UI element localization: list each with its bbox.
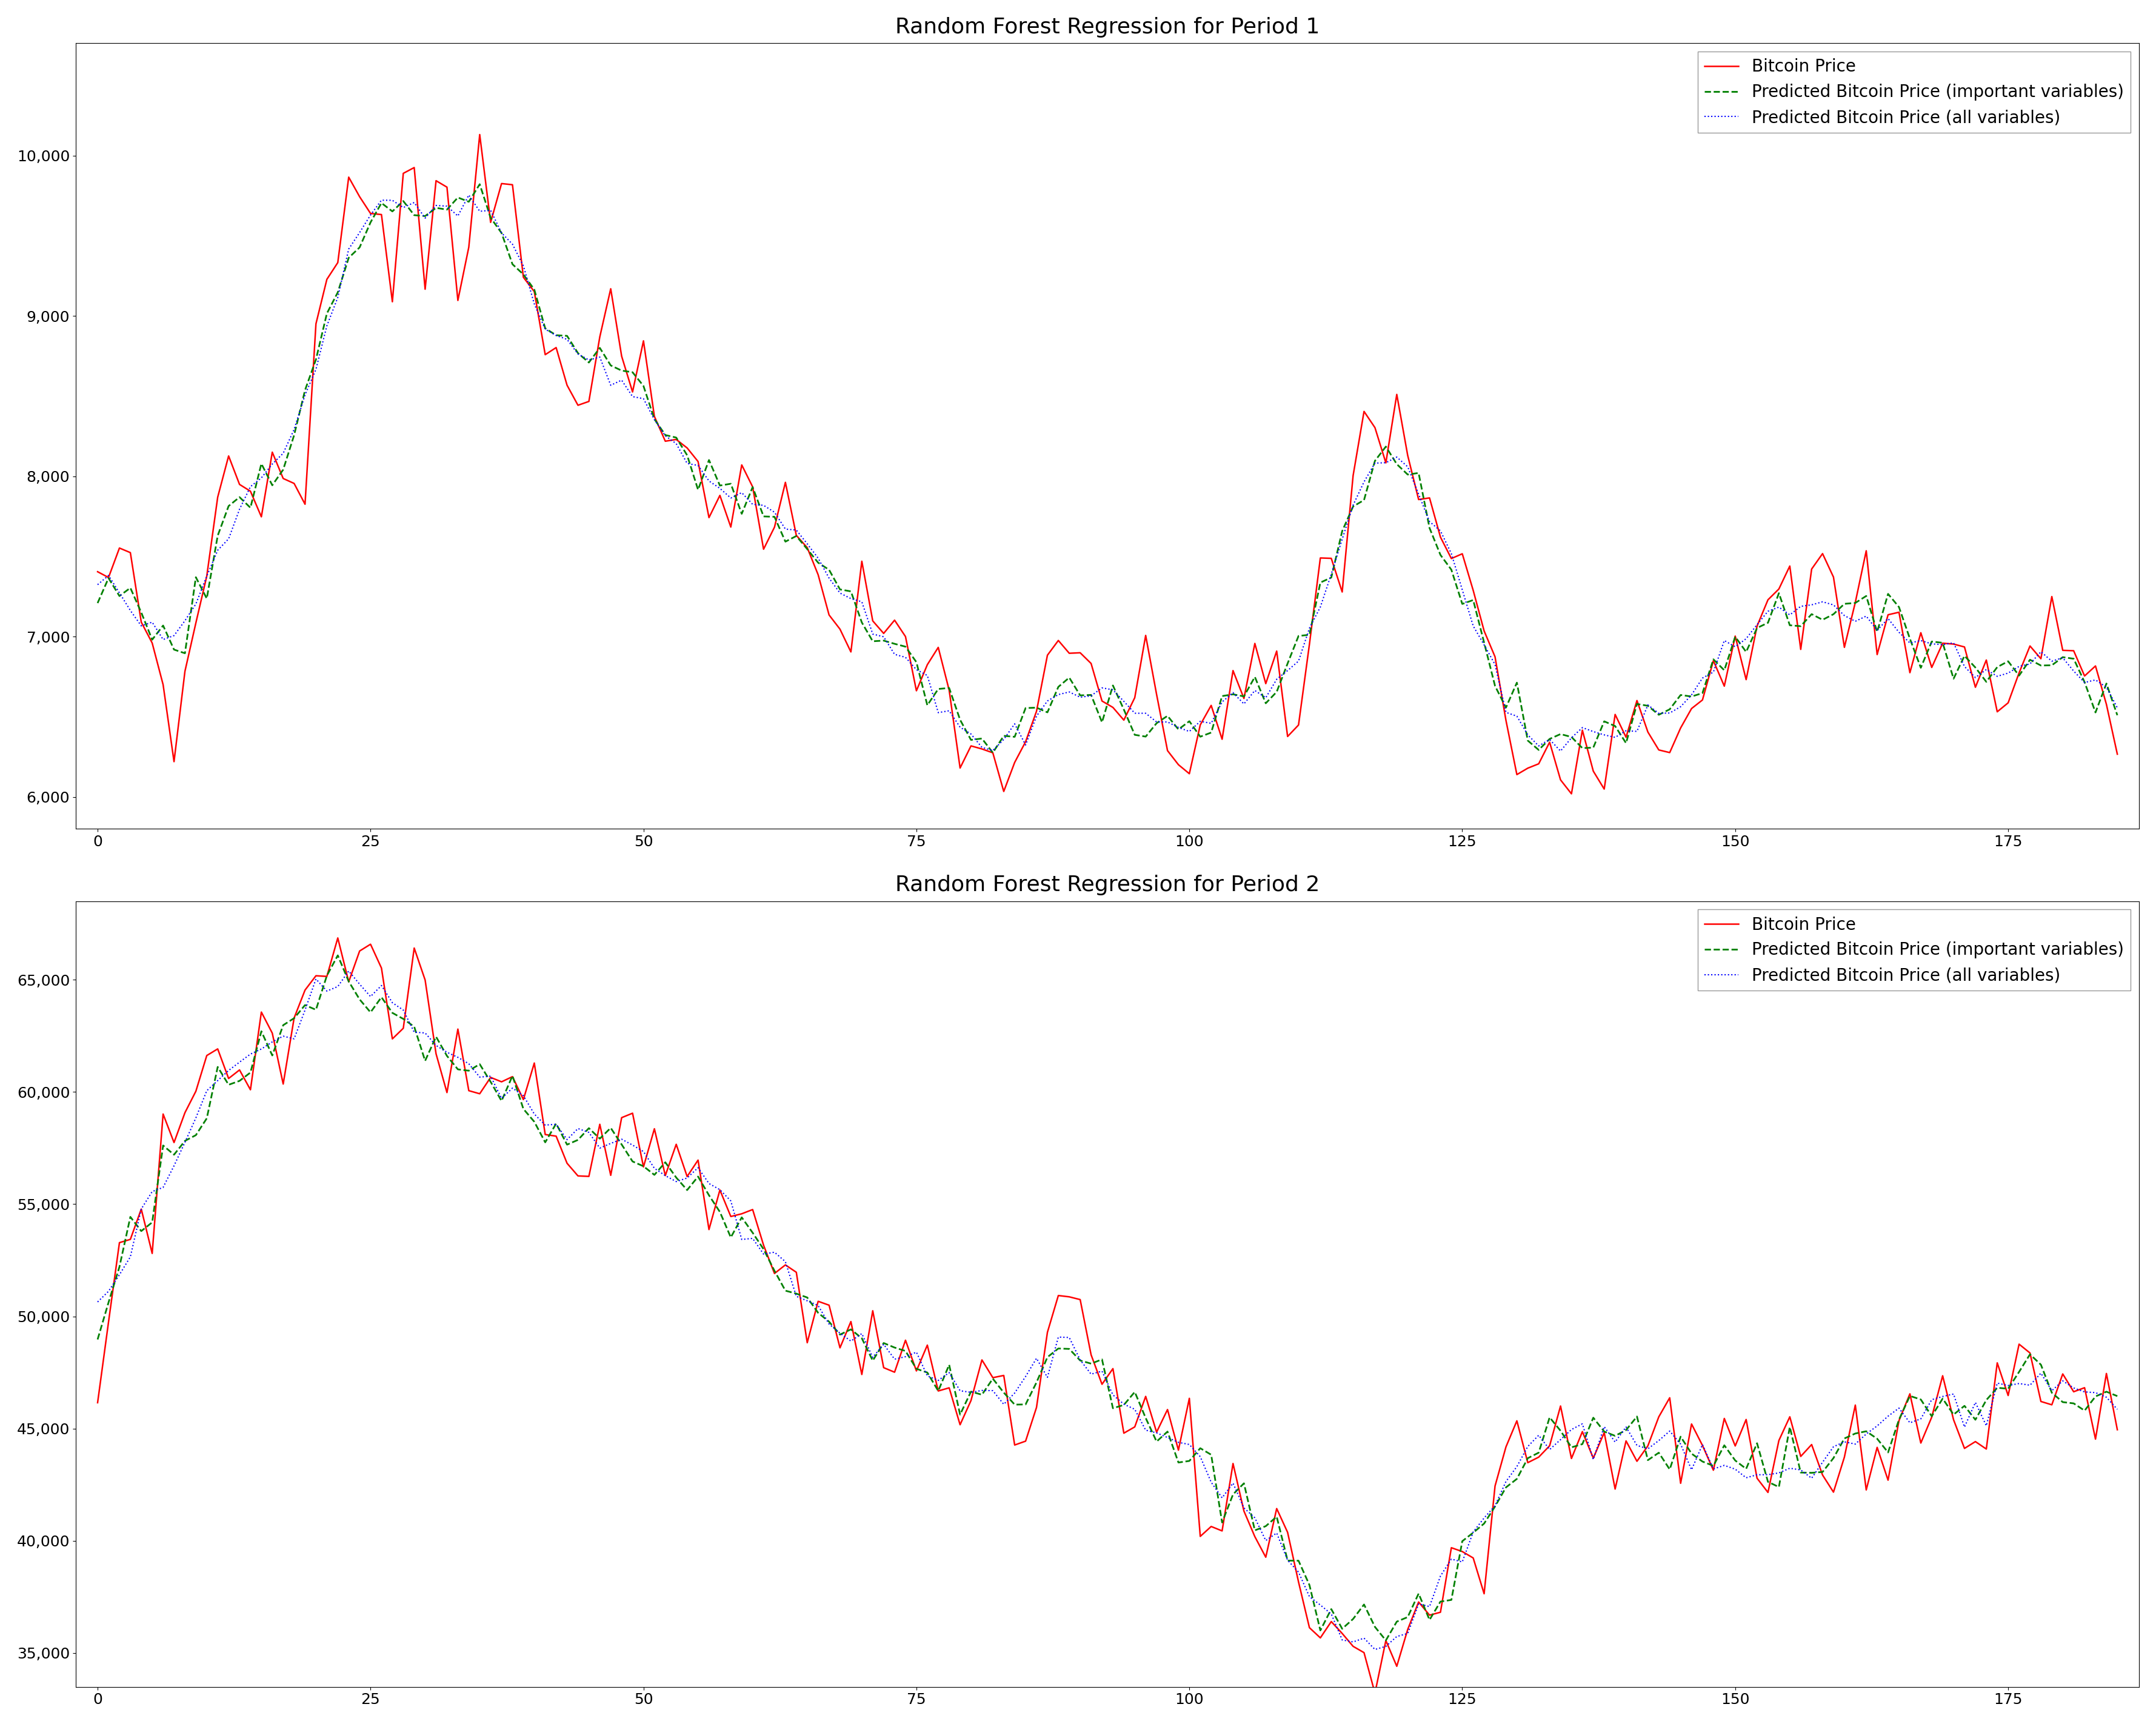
Predicted Bitcoin Price (all variables) (84, 574, 110, 595)
Line: Predicted Bitcoin Price (all variables): Predicted Bitcoin Price (all variables) (97, 195, 2117, 752)
Predicted Bitcoin Price (all variables) (1056, 681, 1082, 702)
Bitcoin Price (1352, 1643, 1378, 1664)
Predicted Bitcoin Price (important variables) (1645, 1443, 1671, 1464)
Bitcoin Price (2104, 1419, 2130, 1440)
Predicted Bitcoin Price (important variables) (1363, 450, 1388, 471)
Predicted Bitcoin Price (all variables) (2104, 1398, 2130, 1419)
Predicted Bitcoin Price (all variables) (455, 184, 481, 205)
Predicted Bitcoin Price (all variables) (1363, 1640, 1388, 1660)
Bitcoin Price (468, 124, 494, 145)
Predicted Bitcoin Price (all variables) (1645, 1431, 1671, 1452)
Line: Predicted Bitcoin Price (all variables): Predicted Bitcoin Price (all variables) (97, 971, 2117, 1650)
Bitcoin Price (1352, 402, 1378, 422)
Predicted Bitcoin Price (all variables) (1962, 667, 1988, 688)
Predicted Bitcoin Price (important variables) (1645, 705, 1671, 726)
Predicted Bitcoin Price (important variables) (1373, 1631, 1399, 1652)
Predicted Bitcoin Price (all variables) (1263, 669, 1289, 690)
Predicted Bitcoin Price (all variables) (336, 960, 362, 981)
Predicted Bitcoin Price (important variables) (979, 743, 1005, 764)
Bitcoin Price (2104, 743, 2130, 764)
Predicted Bitcoin Price (important variables) (468, 174, 494, 195)
Predicted Bitcoin Price (all variables) (84, 1291, 110, 1312)
Bitcoin Price (84, 562, 110, 583)
Bitcoin Price (1056, 1286, 1082, 1307)
Predicted Bitcoin Price (important variables) (84, 593, 110, 614)
Predicted Bitcoin Price (all variables) (390, 197, 416, 217)
Predicted Bitcoin Price (all variables) (1263, 1522, 1289, 1543)
Predicted Bitcoin Price (all variables) (1548, 741, 1574, 762)
Predicted Bitcoin Price (important variables) (2104, 1386, 2130, 1407)
Bitcoin Price (1962, 1431, 1988, 1452)
Predicted Bitcoin Price (all variables) (2104, 698, 2130, 719)
Title: Random Forest Regression for Period 2: Random Forest Regression for Period 2 (895, 874, 1319, 895)
Predicted Bitcoin Price (important variables) (390, 191, 416, 212)
Bitcoin Price (1056, 643, 1082, 664)
Predicted Bitcoin Price (important variables) (2104, 705, 2130, 726)
Predicted Bitcoin Price (important variables) (1962, 657, 1988, 678)
Bitcoin Price (1263, 1498, 1289, 1519)
Bitcoin Price (326, 928, 351, 948)
Predicted Bitcoin Price (important variables) (1352, 1595, 1378, 1615)
Line: Predicted Bitcoin Price (important variables): Predicted Bitcoin Price (important varia… (97, 955, 2117, 1641)
Bitcoin Price (1962, 678, 1988, 698)
Bitcoin Price (1263, 641, 1289, 662)
Bitcoin Price (1559, 783, 1585, 803)
Predicted Bitcoin Price (all variables) (1962, 1391, 1988, 1412)
Predicted Bitcoin Price (all variables) (1056, 1327, 1082, 1348)
Predicted Bitcoin Price (important variables) (326, 945, 351, 965)
Predicted Bitcoin Price (all variables) (1645, 703, 1671, 724)
Line: Bitcoin Price: Bitcoin Price (97, 938, 2117, 1693)
Predicted Bitcoin Price (important variables) (1263, 1507, 1289, 1527)
Bitcoin Price (401, 938, 427, 959)
Bitcoin Price (1363, 1683, 1388, 1703)
Predicted Bitcoin Price (important variables) (1962, 1410, 1988, 1431)
Predicted Bitcoin Price (important variables) (1067, 684, 1093, 705)
Bitcoin Price (84, 1393, 110, 1414)
Bitcoin Price (390, 164, 416, 184)
Predicted Bitcoin Price (important variables) (401, 1017, 427, 1038)
Predicted Bitcoin Price (all variables) (1352, 472, 1378, 493)
Predicted Bitcoin Price (important variables) (1056, 1338, 1082, 1359)
Legend: Bitcoin Price, Predicted Bitcoin Price (important variables), Predicted Bitcoin : Bitcoin Price, Predicted Bitcoin Price (… (1699, 910, 2130, 991)
Title: Random Forest Regression for Period 1: Random Forest Regression for Period 1 (895, 17, 1319, 38)
Bitcoin Price (1645, 740, 1671, 760)
Bitcoin Price (1645, 1407, 1671, 1427)
Legend: Bitcoin Price, Predicted Bitcoin Price (important variables), Predicted Bitcoin : Bitcoin Price, Predicted Bitcoin Price (… (1699, 52, 2130, 133)
Line: Bitcoin Price: Bitcoin Price (97, 134, 2117, 793)
Predicted Bitcoin Price (all variables) (401, 1022, 427, 1043)
Predicted Bitcoin Price (important variables) (84, 1329, 110, 1350)
Predicted Bitcoin Price (important variables) (1274, 653, 1300, 674)
Predicted Bitcoin Price (all variables) (1352, 1627, 1378, 1648)
Line: Predicted Bitcoin Price (important variables): Predicted Bitcoin Price (important varia… (97, 184, 2117, 753)
